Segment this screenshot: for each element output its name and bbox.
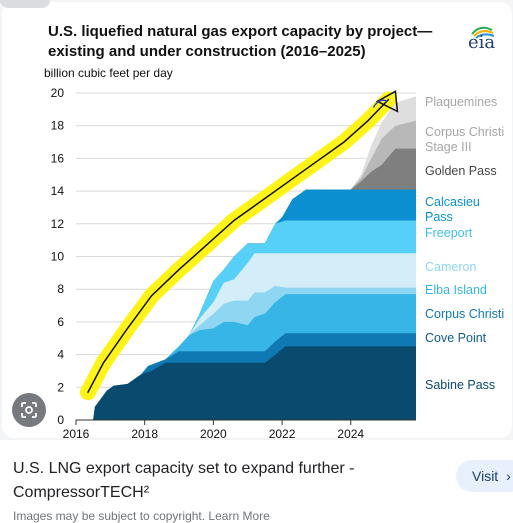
chart-title-line1: U.S. liquefied natural gas export capaci… [48,23,433,40]
legend-label: Cove Point [425,331,487,345]
legend-label: Pass [425,210,453,224]
x-tick-label: 2016 [63,427,90,440]
eia-logo-text: eia [468,32,496,53]
chart-title: U.S. liquefied natural gas export capaci… [48,22,432,62]
y-tick-label: 20 [51,86,65,100]
x-tick-label: 2022 [269,427,296,440]
image-card[interactable]: U.S. liquefied natural gas export capaci… [0,0,513,440]
eia-logo-icon [471,26,495,39]
ink-trace [87,98,390,393]
legend-label: Stage III [425,140,472,154]
visit-button[interactable]: Visit › [456,460,513,492]
result-caption[interactable]: U.S. LNG export capacity set to expand f… [13,460,355,501]
chevron-right-icon: › [506,468,511,484]
x-tick-label: 2018 [131,427,158,440]
area-chart: billion cubic feet per day 0 2 4 6 8 10 12 14 16 1… [44,66,504,440]
legend-label: Calcasieu [425,195,480,209]
y-tick-label: 12 [51,217,65,231]
legend-label: Golden Pass [425,164,497,178]
y-tick-label: 18 [51,119,65,133]
visit-label: Visit [472,468,499,484]
legend-label: Corpus Christi [425,125,504,139]
y-tick-label: 16 [51,151,65,165]
top-edge [0,0,50,8]
x-tick-label: 2020 [200,427,227,440]
legend-label: Elba Island [425,283,487,297]
y-tick-label: 0 [57,413,64,427]
y-tick-label: 4 [57,348,64,362]
y-tick-label: 2 [57,380,64,394]
google-lens-icon [21,402,37,418]
legend-label: Plaquemines [425,95,497,109]
chart-title-line2: existing and under construction (2016–20… [48,43,366,60]
legend-label: Cameron [425,260,476,274]
lens-button[interactable] [12,393,46,427]
copyright-notice: Images may be subject to copyright. Lear… [13,509,270,523]
y-tick-label: 10 [51,250,65,264]
area-sabine-pass [93,346,416,420]
y-tick-label: 6 [57,315,64,329]
blue-ink-mark [372,99,388,108]
y-tick-label: 14 [51,184,65,198]
y-axis-label: billion cubic feet per day [44,66,173,80]
x-tick-label: 2024 [337,427,364,440]
legend-label: Sabine Pass [425,378,495,392]
legend-label: Corpus Christi [425,307,504,321]
arrow-head-icon [375,90,399,113]
legend-label: Freeport [425,226,473,240]
y-tick-label: 8 [57,282,64,296]
